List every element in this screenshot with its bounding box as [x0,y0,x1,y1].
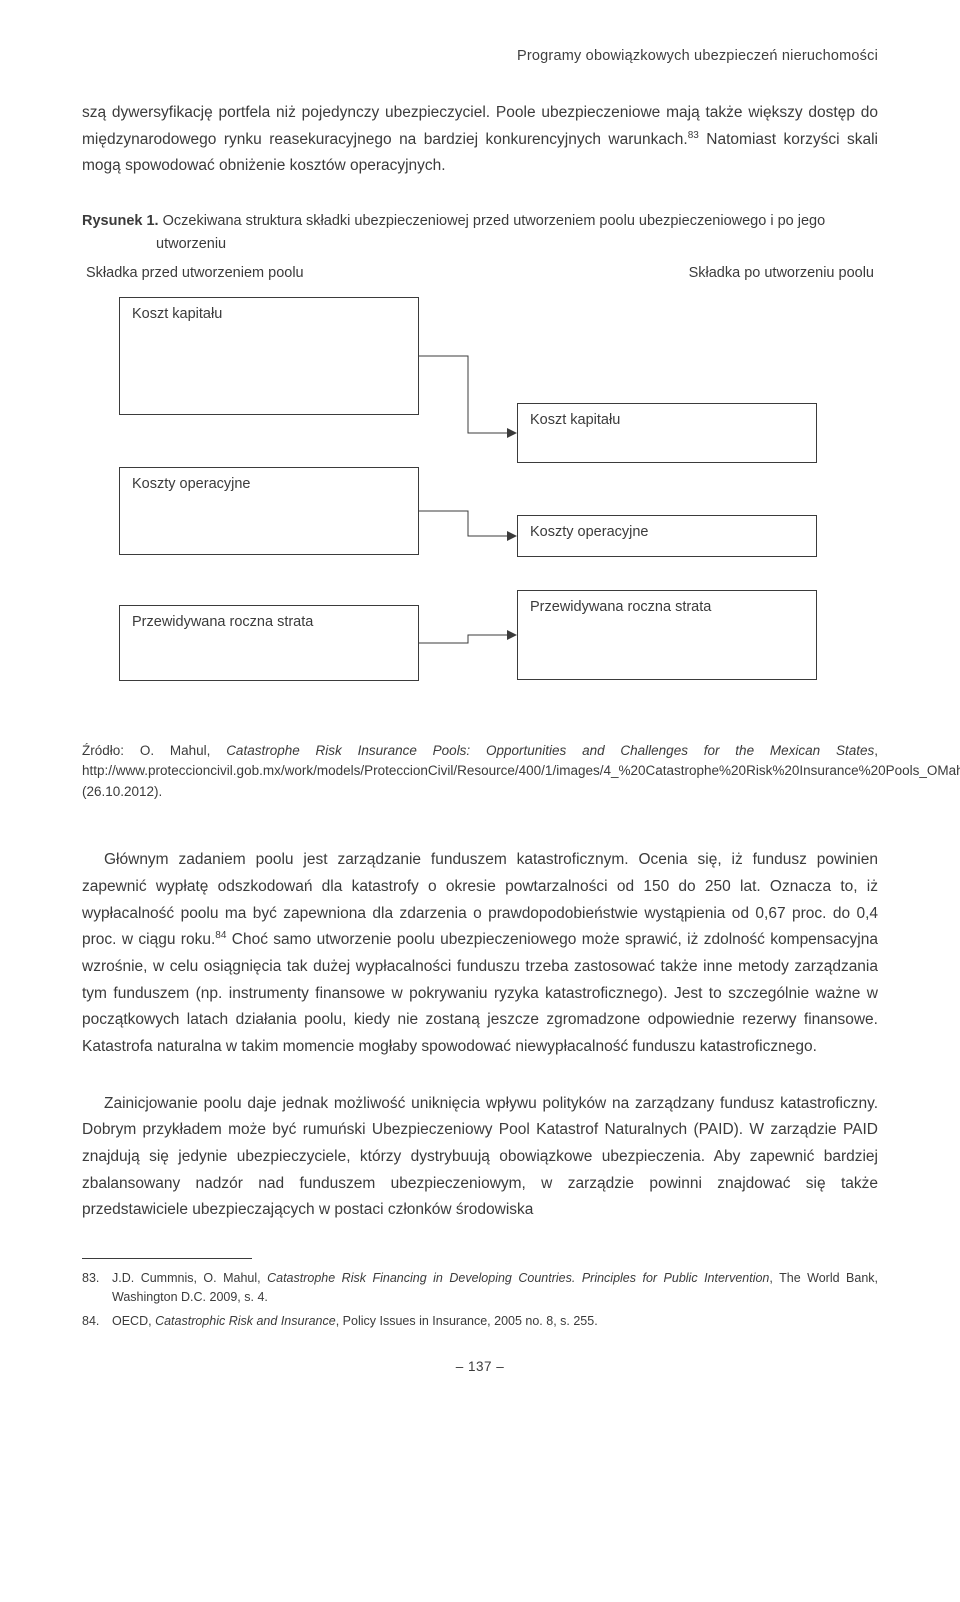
figure-subheads: Składka przed utworzeniem poolu Składka … [82,265,878,281]
box-left-operating-costs: Koszty operacyjne [119,467,419,555]
box-right-cost-of-capital: Koszt kapitału [517,403,817,463]
footnotes: 83. J.D. Cummnis, O. Mahul, Catastrophe … [82,1269,878,1331]
footnote-83: 83. J.D. Cummnis, O. Mahul, Catastrophe … [82,1269,878,1308]
main-paragraph-1: Głównym zadaniem poolu jest zarządzanie … [82,847,878,1060]
footnote-84: 84. OECD, Catastrophic Risk and Insuranc… [82,1312,878,1331]
footnote-83-num: 83. [82,1269,112,1308]
figure-caption-text: Oczekiwana struktura składki ubezpieczen… [156,213,825,251]
page-number: – 137 – [82,1359,878,1374]
main-paragraph-2: Zainicjowanie poolu daje jednak możliwoś… [82,1091,878,1224]
figure-caption: Rysunek 1. Oczekiwana struktura składki … [156,210,878,255]
footnote-83-a: J.D. Cummnis, O. Mahul, [112,1271,267,1285]
figure-diagram: Koszt kapitału Koszty operacyjne Przewid… [82,297,878,727]
footnote-83-i: Catastrophe Risk Financing in Developing… [267,1271,769,1285]
footnote-84-b: , Policy Issues in Insurance, 2005 no. 8… [336,1314,598,1328]
running-header: Programy obowiązkowych ubezpieczeń nieru… [82,48,878,64]
box-right-operating-costs: Koszty operacyjne [517,515,817,557]
main-text-1b: Choć samo utworzenie poolu ubezpieczenio… [82,931,878,1055]
footnote-84-i: Catastrophic Risk and Insurance [155,1314,336,1328]
source-italic: Catastrophe Risk Insurance Pools: Opport… [226,743,874,758]
footnote-ref-84: 84 [215,930,226,941]
footnote-84-num: 84. [82,1312,112,1331]
figure-subhead-left: Składka przed utworzeniem poolu [86,265,304,281]
figure-source: Źródło: O. Mahul, Catastrophe Risk Insur… [82,741,878,804]
figure-label: Rysunek 1. [82,213,159,229]
intro-paragraph: szą dywersyfikację portfela niż pojedync… [82,100,878,180]
figure-subhead-right: Składka po utworzeniu poolu [689,265,874,281]
source-prefix: Źródło: O. Mahul, [82,743,226,758]
footnotes-rule [82,1258,252,1259]
footnote-84-a: OECD, [112,1314,155,1328]
box-left-expected-annual-loss: Przewidywana roczna strata [119,605,419,681]
box-left-cost-of-capital: Koszt kapitału [119,297,419,415]
box-right-expected-annual-loss: Przewidywana roczna strata [517,590,817,680]
footnote-ref-83: 83 [688,130,699,141]
